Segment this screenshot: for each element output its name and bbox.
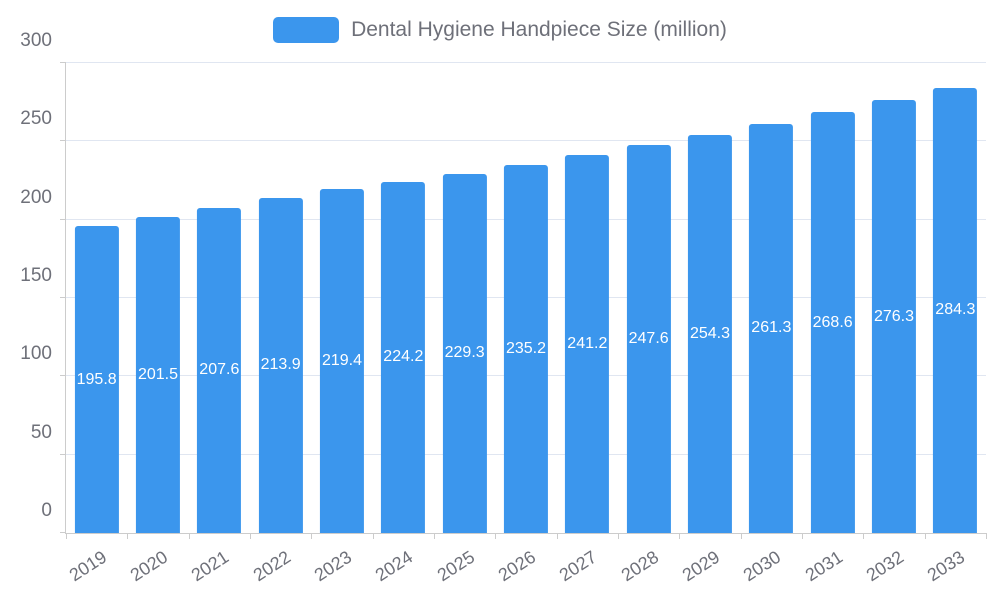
bar-2029[interactable]: 254.3 <box>687 134 733 533</box>
y-tick-mark <box>60 140 66 142</box>
plot-area: 0 50 100 150 200 250 300 195.8 2019 201.5 2020 207.… <box>20 30 987 585</box>
bar-2026[interactable]: 235.2 <box>503 164 549 533</box>
y-tick-mark <box>60 297 66 298</box>
x-tick-mark <box>66 533 67 539</box>
bar-2033[interactable]: 284.3 <box>933 87 978 533</box>
x-axis-label-2023: 2023 <box>310 546 356 586</box>
y-tick-mark <box>60 375 66 377</box>
bar-value-label: 268.6 <box>812 313 853 331</box>
bar-2030[interactable]: 261.3 <box>749 123 794 533</box>
y-tick-label: 0 <box>41 500 52 521</box>
bar-2020[interactable]: 201.5 <box>135 217 181 533</box>
bar-value-label: 284.3 <box>935 301 976 319</box>
y-tick-mark <box>60 532 66 533</box>
bar-value-label: 241.2 <box>567 335 608 353</box>
x-axis-label-2033: 2033 <box>924 546 969 586</box>
bar-value-label: 261.3 <box>751 319 792 337</box>
x-tick-mark <box>863 533 865 539</box>
bar-value-label: 207.6 <box>199 361 240 379</box>
x-axis-label-2021: 2021 <box>188 546 233 586</box>
y-tick-mark <box>60 453 66 455</box>
bar-2031[interactable]: 268.6 <box>810 112 855 533</box>
bar-2027[interactable]: 241.2 <box>565 155 610 533</box>
x-axis-label-2029: 2029 <box>678 546 724 586</box>
bar-value-label: 276.3 <box>873 307 915 325</box>
x-tick-mark <box>311 533 313 539</box>
bar-2032[interactable]: 276.3 <box>871 100 917 533</box>
bar-value-label: 229.3 <box>444 344 485 362</box>
y-tick-label: 150 <box>20 265 52 286</box>
y-tick-label: 200 <box>20 186 52 208</box>
x-tick-mark <box>250 533 251 539</box>
bar-2019[interactable]: 195.8 <box>74 226 119 533</box>
bar-value-label: 201.5 <box>137 366 179 384</box>
x-axis-label-2025: 2025 <box>433 546 478 586</box>
bar-value-label: 213.9 <box>260 356 301 374</box>
bar-value-label: 195.8 <box>76 370 117 388</box>
bar-2022[interactable]: 213.9 <box>258 197 303 533</box>
bar-2028[interactable]: 247.6 <box>626 145 671 533</box>
gridline <box>66 62 986 63</box>
y-tick-label: 250 <box>20 108 52 130</box>
bar-2023[interactable]: 219.4 <box>319 189 365 533</box>
x-tick-mark <box>802 533 803 539</box>
x-tick-mark <box>924 533 926 539</box>
bar-2021[interactable]: 207.6 <box>197 207 242 533</box>
legend-swatch-icon <box>273 17 340 43</box>
x-tick-mark <box>556 533 558 539</box>
x-tick-mark <box>740 533 742 539</box>
x-tick-mark <box>372 533 374 539</box>
x-axis-label-2026: 2026 <box>494 546 540 586</box>
x-tick-mark <box>618 533 619 539</box>
y-tick-mark <box>60 62 66 63</box>
chart-title: Dental Hygiene Handpiece Size (million) <box>351 18 727 41</box>
bar-value-label: 247.6 <box>628 330 669 348</box>
bar-value-label: 224.2 <box>383 348 424 366</box>
gridline <box>66 140 986 142</box>
x-axis-label-2032: 2032 <box>862 546 908 586</box>
bar-value-label: 254.3 <box>689 324 731 342</box>
bar-2025[interactable]: 229.3 <box>442 173 487 533</box>
legend[interactable]: Dental Hygiene Handpiece Size (million) <box>0 17 1000 43</box>
x-axis-label-2022: 2022 <box>249 546 294 586</box>
x-tick-mark <box>188 533 190 539</box>
bar-value-label: 235.2 <box>505 339 547 357</box>
x-axis-label-2020: 2020 <box>126 546 172 586</box>
bar-value-label: 219.4 <box>321 352 363 370</box>
x-axis-label-2019: 2019 <box>65 546 110 586</box>
x-axis-label-2027: 2027 <box>556 546 601 586</box>
x-axis-label-2024: 2024 <box>372 546 417 586</box>
x-tick-mark <box>434 533 435 539</box>
x-tick-mark <box>986 533 987 539</box>
x-tick-mark <box>127 533 129 539</box>
bar-2024[interactable]: 224.2 <box>381 181 426 533</box>
x-tick-mark <box>495 533 497 539</box>
y-tick-label: 50 <box>30 421 52 443</box>
x-axis-label-2028: 2028 <box>617 546 662 586</box>
y-tick-label: 300 <box>20 30 52 51</box>
x-axis-label-2030: 2030 <box>740 546 785 586</box>
y-tick-label: 100 <box>20 343 52 365</box>
y-tick-mark <box>60 218 66 220</box>
x-tick-mark <box>679 533 681 539</box>
x-axis-label-2031: 2031 <box>801 546 846 586</box>
